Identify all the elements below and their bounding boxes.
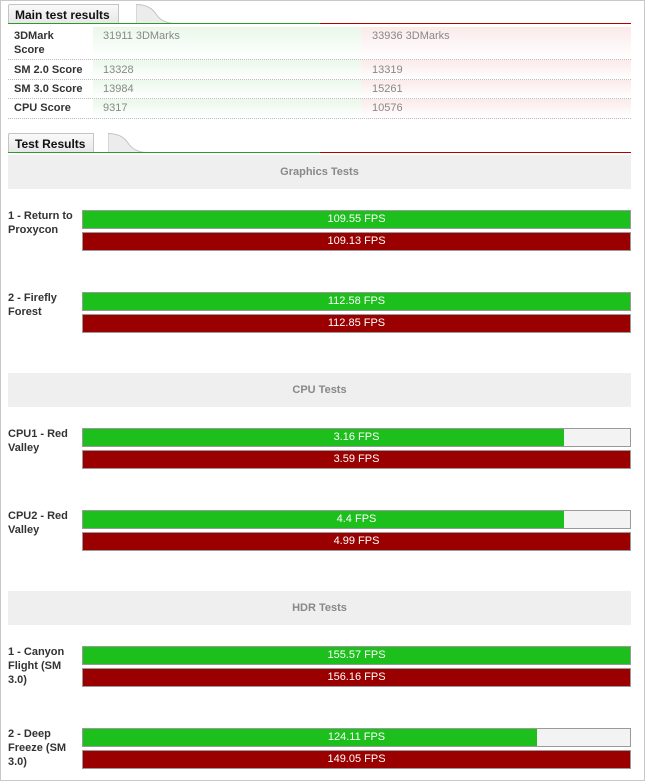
bar-fill xyxy=(83,233,630,250)
row-label: CPU Score xyxy=(14,102,71,114)
green-underline xyxy=(8,23,320,24)
bar-value: 149.05 FPS xyxy=(327,753,386,765)
red-score-bar: 156.16 FPS xyxy=(82,668,631,687)
bar-fill xyxy=(83,647,630,664)
test-results-header: Test Results xyxy=(8,133,631,153)
value-a: 31911 3DMarks xyxy=(103,30,180,42)
value-b: 10576 xyxy=(372,102,403,114)
bar-value: 3.59 FPS xyxy=(333,453,380,465)
red-score-bar: 4.99 FPS xyxy=(82,532,631,551)
test-results-title: Test Results xyxy=(15,137,86,151)
bar-fill xyxy=(83,293,630,310)
bar-fill xyxy=(83,669,630,686)
column-a-cell xyxy=(93,60,361,79)
table-row: 3DMark Score 31911 3DMarks 33936 3DMarks xyxy=(8,27,631,60)
bar-fill xyxy=(83,315,630,332)
bar-value: 112.58 FPS xyxy=(327,295,386,307)
test-label: 1 - Canyon Flight (SM 3.0) xyxy=(8,646,65,686)
bar-value: 124.11 FPS xyxy=(327,731,386,743)
bar-value: 109.55 FPS xyxy=(327,213,386,225)
bar-value: 4.99 FPS xyxy=(333,535,380,547)
bar-value: 3.16 FPS xyxy=(333,431,380,443)
value-b: 33936 3DMarks xyxy=(372,30,450,42)
tab-corner xyxy=(136,4,176,24)
table-row: SM 3.0 Score 13984 15261 xyxy=(8,80,631,99)
table-row: CPU Score 9317 10576 xyxy=(8,99,631,119)
value-b: 13319 xyxy=(372,64,403,76)
test-label: 2 - Firefly Forest xyxy=(8,292,57,318)
main-results-header: Main test results xyxy=(8,4,631,24)
green-score-bar: 109.55 FPS xyxy=(82,210,631,229)
red-score-bar: 149.05 FPS xyxy=(82,750,631,769)
value-a: 9317 xyxy=(103,102,128,114)
column-b-cell xyxy=(361,80,631,98)
red-score-bar: 3.59 FPS xyxy=(82,450,631,469)
bar-value: 109.13 FPS xyxy=(327,235,386,247)
column-a-cell xyxy=(93,80,361,98)
column-b-cell xyxy=(361,99,631,118)
column-a-cell xyxy=(93,99,361,118)
column-b-cell xyxy=(361,27,631,59)
bar-fill xyxy=(83,533,630,550)
value-b: 15261 xyxy=(372,83,403,95)
bar-fill xyxy=(83,451,630,468)
green-score-bar: 4.4 FPS xyxy=(82,510,631,529)
red-score-bar: 109.13 FPS xyxy=(82,232,631,251)
bar-fill xyxy=(83,429,565,446)
row-label: SM 3.0 Score xyxy=(14,83,83,95)
green-score-bar: 112.58 FPS xyxy=(82,292,631,311)
section-graphics-tests: Graphics Tests xyxy=(8,155,631,189)
test-label: CPU1 - Red Valley xyxy=(8,428,68,454)
bar-fill xyxy=(83,751,630,768)
bar-fill xyxy=(83,729,537,746)
column-a-cell xyxy=(93,27,361,59)
section-hdr-tests: HDR Tests xyxy=(8,591,631,625)
green-score-bar: 124.11 FPS xyxy=(82,728,631,747)
test-label: 1 - Return to Proxycon xyxy=(8,210,73,236)
green-score-bar: 3.16 FPS xyxy=(82,428,631,447)
red-underline xyxy=(320,23,631,24)
column-b-cell xyxy=(361,60,631,79)
bar-value: 156.16 FPS xyxy=(327,671,386,683)
bar-value: 4.4 FPS xyxy=(336,513,377,525)
bar-value: 112.85 FPS xyxy=(327,317,386,329)
test-label: CPU2 - Red Valley xyxy=(8,510,68,536)
section-cpu-tests: CPU Tests xyxy=(8,373,631,407)
main-results-tab[interactable]: Main test results xyxy=(8,4,119,24)
bar-fill xyxy=(83,511,565,528)
green-score-bar: 155.57 FPS xyxy=(82,646,631,665)
bar-fill xyxy=(83,211,630,228)
value-a: 13984 xyxy=(103,83,134,95)
main-results-title: Main test results xyxy=(15,8,110,22)
red-underline xyxy=(320,152,631,153)
bar-value: 155.57 FPS xyxy=(327,649,386,661)
green-underline xyxy=(8,152,320,153)
test-results-tab[interactable]: Test Results xyxy=(8,133,95,153)
table-row: SM 2.0 Score 13328 13319 xyxy=(8,60,631,80)
red-score-bar: 112.85 FPS xyxy=(82,314,631,333)
row-label: 3DMark Score xyxy=(14,30,54,56)
row-label: SM 2.0 Score xyxy=(14,64,83,76)
tab-corner xyxy=(108,133,148,153)
test-label: 2 - Deep Freeze (SM 3.0) xyxy=(8,728,67,768)
value-a: 13328 xyxy=(103,64,134,76)
